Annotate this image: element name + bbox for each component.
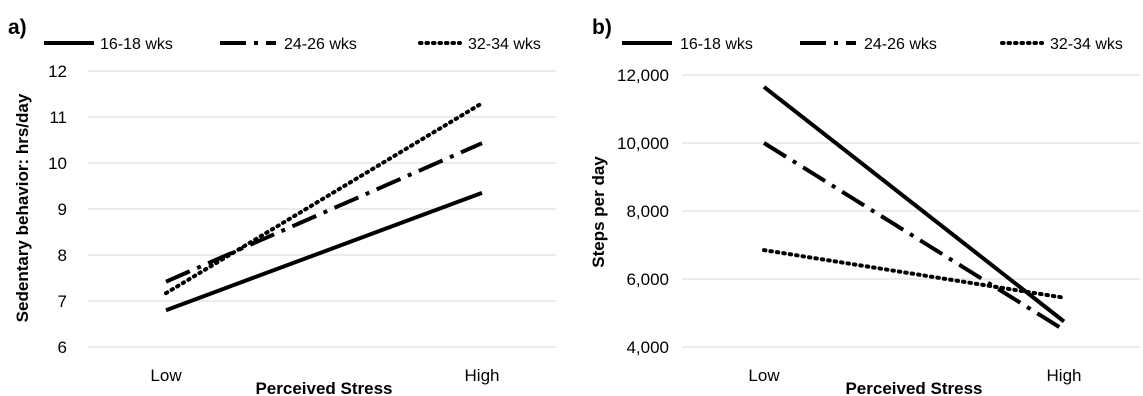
y-tick-label: 6 xyxy=(58,338,67,357)
x-tick-label: Low xyxy=(748,366,780,385)
y-tick-label: 9 xyxy=(58,200,67,219)
y-axis-title: Sedentary behavior: hrs/day xyxy=(13,93,32,322)
panel-b-series xyxy=(762,85,1066,332)
panel-b-legend: 16-18 wks 24-26 wks 32-34 wks xyxy=(622,36,1123,53)
panel-a-label: a) xyxy=(8,16,27,39)
legend-item-16-18: 16-18 wks xyxy=(44,36,173,53)
x-tick-label: Low xyxy=(150,366,182,385)
panel-b-y-ticks: 12,000 10,000 8,000 6,000 4,000 xyxy=(617,66,669,357)
y-tick-label: 6,000 xyxy=(626,270,669,289)
y-axis-title: Steps per day xyxy=(589,156,608,268)
series-line-solid xyxy=(165,191,483,313)
legend-item-24-26: 24-26 wks xyxy=(800,36,937,53)
legend-item-24-26: 24-26 wks xyxy=(220,36,357,53)
panel-a-y-ticks: 12 11 10 9 8 7 6 xyxy=(48,62,67,357)
legend-label: 24-26 wks xyxy=(284,36,357,53)
y-tick-label: 10,000 xyxy=(617,134,669,153)
legend-item-32-34: 32-34 wks xyxy=(418,36,541,53)
panel-a-series xyxy=(164,101,484,313)
x-axis-title: Perceived Stress xyxy=(845,379,982,396)
y-tick-label: 8 xyxy=(58,246,67,265)
panel-b-x-ticks: Low High xyxy=(748,366,1081,385)
panel-a-gridlines xyxy=(88,70,556,348)
legend-item-16-18: 16-18 wks xyxy=(622,36,753,53)
legend-label: 32-34 wks xyxy=(1050,36,1123,53)
y-tick-label: 4,000 xyxy=(626,338,669,357)
y-tick-label: 11 xyxy=(49,108,67,127)
series-line-dashdot xyxy=(165,141,483,284)
y-tick-label: 12 xyxy=(48,62,67,81)
panel-a: a) 16-18 wks 24-26 wks 32-34 wks xyxy=(8,16,556,396)
series-line-dotted xyxy=(164,101,484,296)
panel-b-label: b) xyxy=(592,16,612,39)
series-line-dotted xyxy=(762,248,1066,300)
series-line-dashdot xyxy=(762,141,1066,332)
panel-a-legend: 16-18 wks 24-26 wks 32-34 wks xyxy=(44,36,541,53)
y-tick-label: 12,000 xyxy=(617,66,669,85)
panel-b: b) 16-18 wks 24-26 wks 32-34 wks 12,00 xyxy=(589,16,1140,396)
x-tick-label: High xyxy=(465,366,500,385)
panel-a-x-ticks: Low High xyxy=(150,366,499,385)
series-line-solid xyxy=(762,85,1066,324)
legend-label: 32-34 wks xyxy=(468,36,541,53)
x-tick-label: High xyxy=(1047,366,1082,385)
legend-label: 16-18 wks xyxy=(100,36,173,53)
y-tick-label: 10 xyxy=(48,154,67,173)
legend-label: 16-18 wks xyxy=(680,36,753,53)
legend-label: 24-26 wks xyxy=(864,36,937,53)
legend-item-32-34: 32-34 wks xyxy=(1000,36,1123,53)
x-axis-title: Perceived Stress xyxy=(255,379,392,396)
panel-b-gridlines xyxy=(682,74,1140,348)
y-tick-label: 7 xyxy=(58,292,67,311)
y-tick-label: 8,000 xyxy=(626,202,669,221)
